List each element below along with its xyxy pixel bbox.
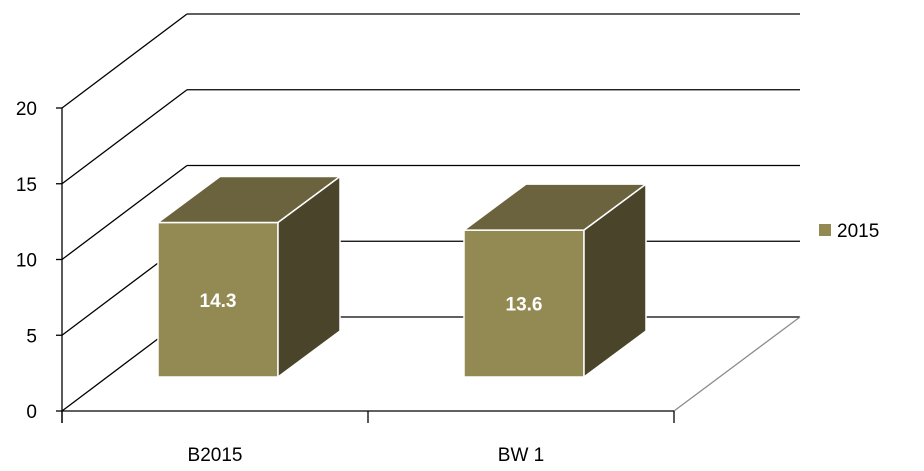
axis-layer [56, 107, 801, 423]
y-tick-label: 15 [16, 175, 37, 196]
label-layer: 0 5 10 15 20 14.3 B2015 13.6 BW 1 [16, 99, 544, 466]
legend-label-2015: 2015 [837, 221, 879, 242]
data-label: 14.3 [200, 291, 237, 312]
x-category-label: B2015 [188, 445, 243, 466]
y-tick-label: 10 [16, 251, 37, 272]
y-tick-label: 0 [26, 402, 37, 423]
data-label: 13.6 [506, 295, 543, 316]
legend: 2015 [819, 221, 879, 242]
legend-swatch-2015 [819, 224, 831, 236]
gridline-diagonal [61, 89, 188, 185]
y-tick-label: 5 [26, 326, 37, 347]
bar-layer [155, 175, 649, 379]
bar-side-b2015 [277, 175, 341, 379]
y-tick-label: 20 [16, 99, 37, 120]
x-category-label: BW 1 [498, 445, 544, 466]
floor-edge [673, 316, 801, 412]
gridline-diagonal [61, 13, 188, 109]
gridline-diagonal [61, 164, 188, 261]
bar-side-bw-1 [583, 182, 647, 379]
